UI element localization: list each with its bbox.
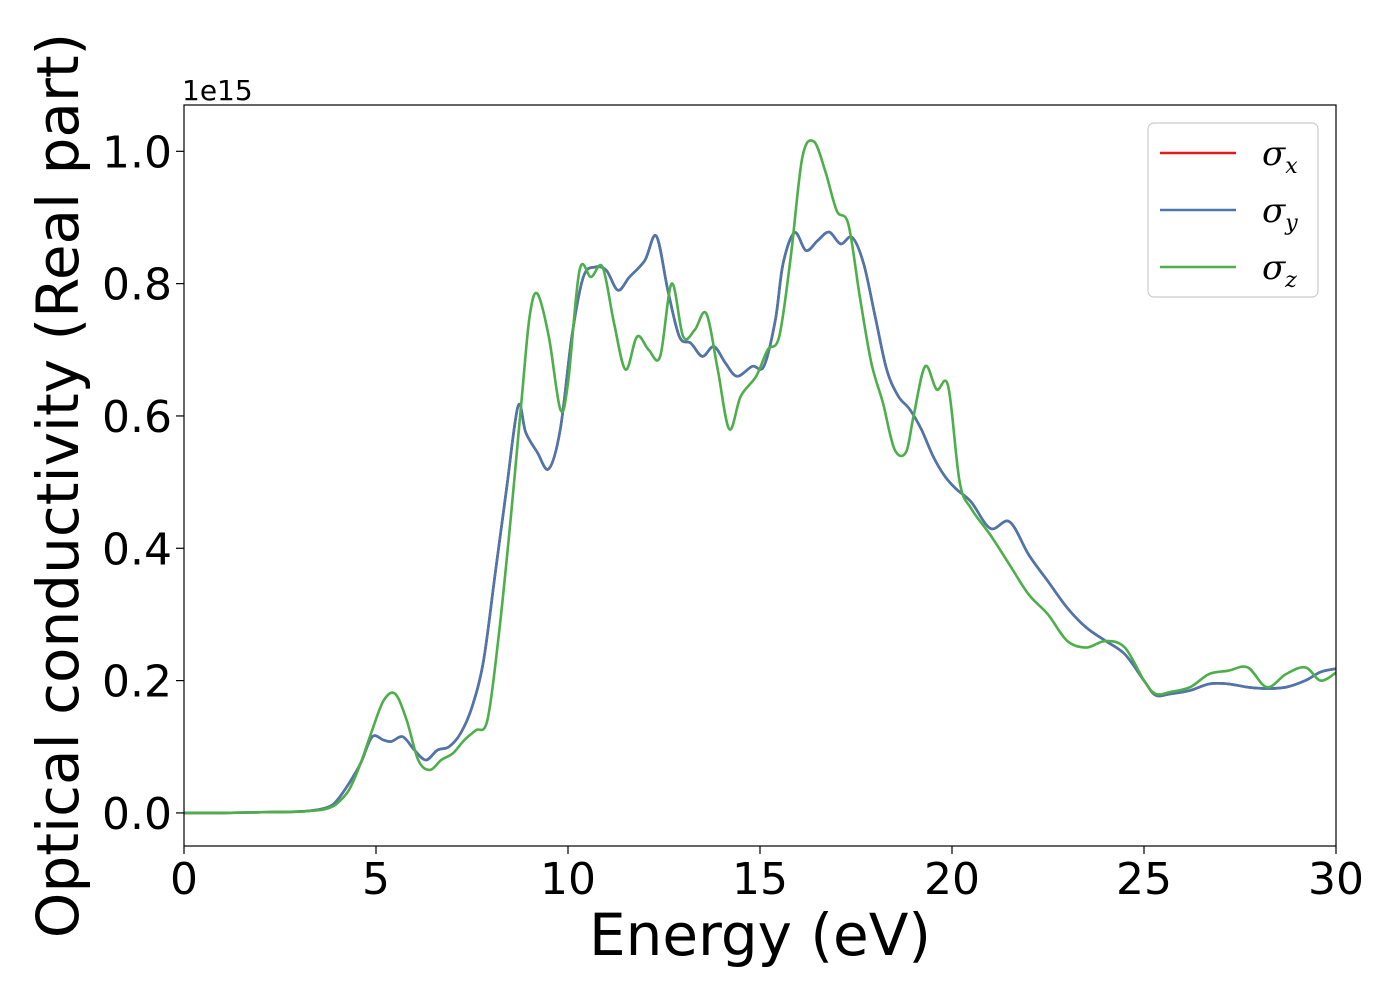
legend-label-y: σy (1262, 191, 1298, 236)
x-tick-label: 25 (1116, 854, 1172, 905)
x-tick-label: 20 (924, 854, 980, 905)
legend-symbol: σ (1262, 191, 1286, 231)
y-tick-label: 0.0 (102, 789, 172, 840)
y-axis-title: Optical conductivity (Real part) (24, 33, 92, 938)
legend-symbol: σ (1262, 248, 1286, 288)
y-tick-label: 1.0 (102, 127, 172, 178)
series-line-y (183, 230, 1337, 815)
legend-subscript: y (1284, 211, 1298, 236)
legend-label-z: σz (1262, 248, 1297, 293)
x-tick-label: 10 (540, 854, 596, 905)
y-axis-ticks: 0.0 0.2 0.4 0.6 0.8 1.0 (102, 127, 184, 840)
series-line-x (183, 230, 1337, 815)
legend-label-x: σx (1262, 134, 1298, 179)
y-tick-label: 0.6 (102, 392, 172, 443)
x-tick-label: 30 (1308, 854, 1364, 905)
legend-subscript: z (1284, 268, 1297, 293)
y-tick-label: 0.8 (102, 260, 172, 311)
x-axis-title: Energy (eV) (589, 901, 931, 969)
y-tick-label: 0.4 (102, 524, 172, 575)
series-layer (183, 139, 1337, 815)
x-tick-label: 5 (362, 854, 390, 905)
series-line-z (183, 139, 1337, 815)
x-tick-label: 15 (732, 854, 788, 905)
legend-subscript: x (1285, 154, 1298, 179)
x-axis-ticks: 0 5 10 15 20 25 30 (170, 846, 1364, 905)
x-tick-label: 0 (170, 854, 198, 905)
y-tick-label: 0.2 (102, 657, 172, 708)
y-axis-scale-label: 1e15 (182, 74, 253, 107)
legend-symbol: σ (1262, 134, 1286, 174)
